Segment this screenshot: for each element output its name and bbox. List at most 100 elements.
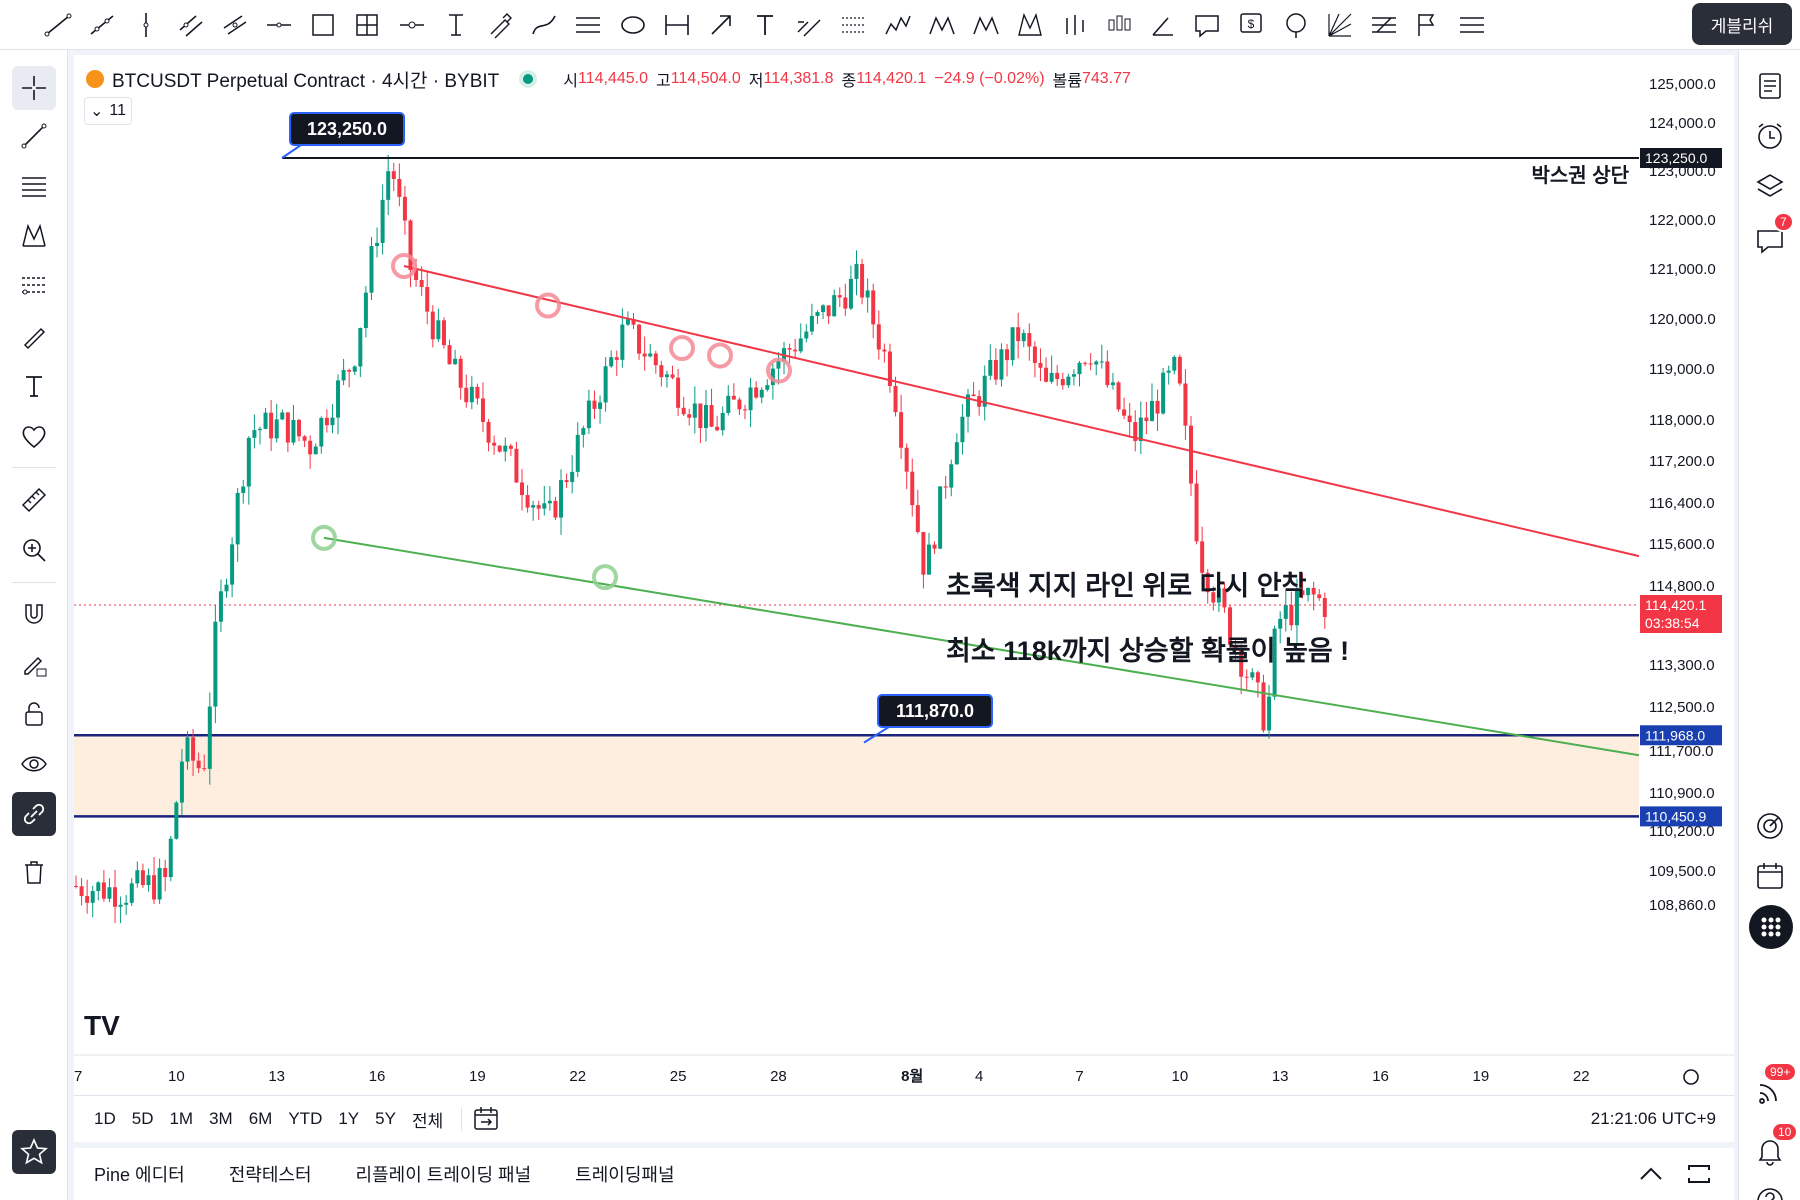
target-icon[interactable] [1749,805,1791,847]
candle[interactable] [815,312,820,316]
chat-icon[interactable]: 7 [1749,212,1794,262]
candle[interactable] [949,464,954,488]
candle[interactable] [536,505,541,509]
candle[interactable] [581,428,586,435]
candle[interactable] [302,436,307,441]
candle[interactable] [776,361,781,369]
candle[interactable] [871,290,876,325]
candle[interactable] [107,887,112,899]
candle[interactable] [1071,374,1076,377]
candle[interactable] [1005,349,1010,361]
candle[interactable] [146,875,151,886]
candle[interactable] [559,480,564,518]
candle[interactable] [826,305,831,317]
candle[interactable] [1138,417,1143,442]
candle[interactable] [1194,483,1199,542]
menu-icon[interactable] [1452,5,1492,45]
price-axis[interactable] [1639,55,1734,1095]
candle[interactable] [681,407,686,415]
price-chart[interactable]: 박스권 상단 123,250.0 111,870.0 초록색 지지 라인 위로 다시 … [74,55,1734,1095]
candle[interactable] [614,357,619,360]
candle[interactable] [670,374,675,378]
zone-top-price-tag[interactable] [1640,725,1722,746]
candle[interactable] [358,328,363,367]
crosshair-icon[interactable] [12,66,56,110]
timezone-clock[interactable]: 21:21:06 UTC+9 [1590,1109,1716,1128]
candle[interactable] [202,768,207,770]
candle[interactable] [124,902,129,905]
candle[interactable] [324,417,329,426]
candle[interactable] [297,419,301,437]
lock-drawing-icon[interactable] [12,642,56,686]
candle[interactable] [375,242,380,247]
candle[interactable] [993,359,998,380]
candle[interactable] [1177,356,1182,384]
candle[interactable] [241,486,246,493]
long-position-icon[interactable] [12,264,56,308]
candle[interactable] [1027,333,1032,347]
candle[interactable] [96,882,101,892]
candle[interactable] [798,338,803,352]
candle[interactable] [547,500,552,504]
candle[interactable] [1322,598,1327,618]
candle[interactable] [1306,587,1311,596]
candle[interactable] [196,760,201,769]
candle[interactable] [213,621,218,707]
zone-bottom-price-tag[interactable] [1640,806,1722,827]
brush-icon[interactable] [12,314,56,358]
candle[interactable] [1172,356,1177,371]
candle[interactable] [464,387,469,403]
maximize-panel-icon[interactable] [1686,1162,1712,1186]
candle[interactable] [274,419,279,439]
candle[interactable] [1161,372,1166,414]
candle[interactable] [386,171,391,200]
candle[interactable] [748,387,753,411]
candle[interactable] [475,386,480,399]
candle[interactable] [910,471,915,506]
candle[interactable] [575,434,580,472]
unlock-icon[interactable] [12,692,56,736]
candle[interactable] [218,591,223,622]
candle[interactable] [1244,676,1249,678]
low-price-callout[interactable] [877,694,993,728]
candle[interactable] [720,412,725,431]
candle[interactable] [168,838,173,878]
candle[interactable] [319,417,324,447]
trash-icon[interactable] [12,850,56,894]
range-5y[interactable]: 5Y [375,1109,396,1128]
range-1m[interactable]: 1M [169,1109,194,1128]
candle[interactable] [893,385,898,413]
news-feed-icon[interactable]: 99+ [1749,1062,1798,1112]
candle[interactable] [876,324,881,350]
candle[interactable] [899,412,904,448]
chart-panel[interactable]: 박스권 상단 123,250.0 111,870.0 초록색 지지 라인 위로 다시 … [74,55,1734,1142]
candle[interactable] [179,761,184,803]
box-top-price-tag[interactable] [1640,148,1722,168]
candle[interactable] [101,882,106,899]
candle[interactable] [1133,422,1138,442]
candle[interactable] [787,348,792,350]
candle[interactable] [397,179,402,197]
candle[interactable] [257,428,262,431]
text-anchor-icon[interactable] [436,5,476,45]
candle[interactable] [854,264,859,279]
xabcd-pattern-icon[interactable] [12,214,56,258]
candle[interactable] [1060,379,1065,386]
candle[interactable] [503,445,508,452]
candle[interactable] [1099,361,1104,363]
candle[interactable] [1189,425,1193,484]
candle[interactable] [74,885,78,887]
eye-icon[interactable] [12,742,56,786]
candle[interactable] [1211,592,1216,603]
candle[interactable] [1016,327,1021,342]
candle[interactable] [726,395,731,413]
fib-channel-icon[interactable] [834,5,874,45]
candle[interactable] [263,412,268,429]
candle[interactable] [1149,400,1154,422]
candle[interactable] [129,883,134,903]
candle[interactable] [960,416,965,443]
candle[interactable] [436,320,441,340]
candle[interactable] [793,349,798,352]
candle[interactable] [982,375,987,407]
current-price-tag[interactable] [1640,595,1722,634]
